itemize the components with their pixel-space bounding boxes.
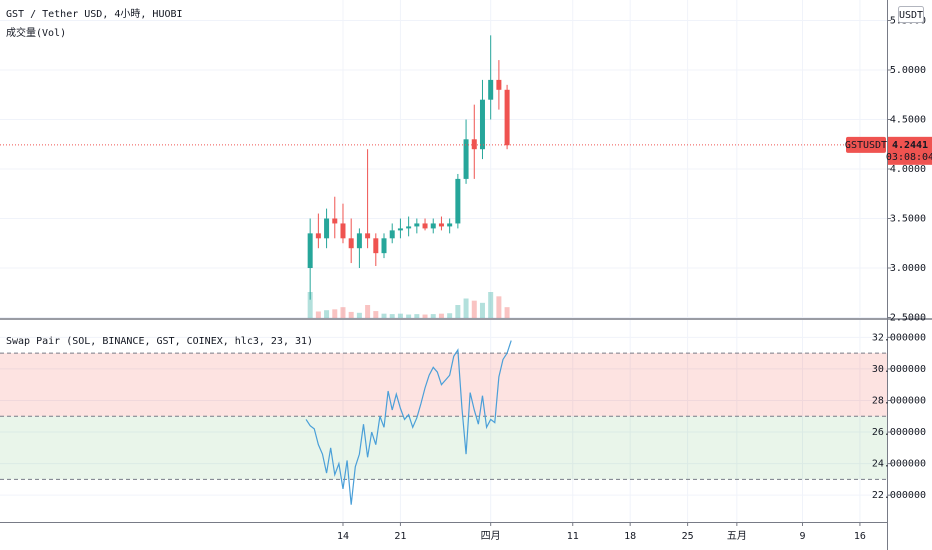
plot bbox=[0, 35, 887, 505]
volume-bar bbox=[307, 292, 313, 318]
candle-body bbox=[340, 223, 346, 239]
volume-bar bbox=[422, 314, 428, 318]
x-tick-label: 18 bbox=[624, 531, 636, 542]
volume-bar bbox=[438, 313, 444, 318]
volume-bar bbox=[332, 309, 338, 318]
x-tick-label: 25 bbox=[682, 531, 694, 542]
candle-body bbox=[332, 218, 338, 224]
candle-body bbox=[348, 238, 354, 249]
x-tick-label: 9 bbox=[799, 531, 805, 542]
y-tick-label: 32.000000 bbox=[872, 332, 926, 343]
candle-body bbox=[324, 218, 330, 239]
y-tick-label: 30.000000 bbox=[872, 364, 926, 375]
candle-body bbox=[488, 79, 494, 100]
indicator-line bbox=[305, 340, 512, 505]
y-tick-label: 4.0000 bbox=[890, 164, 926, 175]
volume-bar bbox=[430, 314, 436, 318]
y-tick-label: 24.000000 bbox=[872, 459, 926, 470]
candle-body bbox=[455, 178, 461, 224]
volume-bar bbox=[389, 314, 395, 318]
volume-bar bbox=[496, 296, 502, 318]
volume-label: 成交量(Vol) bbox=[6, 26, 66, 39]
currency-button[interactable] bbox=[898, 6, 924, 23]
y-tick-label: 4.5000 bbox=[890, 114, 926, 125]
y-tick-label: 26.000000 bbox=[872, 427, 926, 438]
last-price-label: 4.2441 bbox=[892, 140, 928, 151]
candle-body bbox=[496, 79, 502, 90]
y-tick-label: 3.5000 bbox=[890, 214, 926, 225]
x-tick-label: 21 bbox=[394, 531, 406, 542]
candle-body bbox=[307, 233, 313, 269]
band bbox=[0, 416, 887, 480]
volume-bar bbox=[365, 305, 371, 318]
x-tick-label: 16 bbox=[854, 531, 866, 542]
volume-bar bbox=[488, 292, 494, 318]
candle-body bbox=[430, 223, 436, 229]
x-tick-label: 14 bbox=[337, 531, 349, 542]
volume-bar bbox=[479, 302, 485, 318]
volume-bar bbox=[373, 311, 379, 318]
chart-title: GST / Tether USD, 4小時, HUOBI bbox=[6, 8, 183, 20]
candle-body bbox=[365, 233, 371, 239]
volume-bar bbox=[356, 312, 362, 318]
candle-body bbox=[381, 238, 387, 254]
candle-body bbox=[414, 223, 420, 227]
candle-body bbox=[406, 226, 412, 229]
volume-bar bbox=[455, 305, 461, 318]
x-tick-label: 五月 bbox=[727, 530, 747, 542]
candle-body bbox=[389, 230, 395, 239]
candle-body bbox=[463, 139, 469, 179]
volume-bar bbox=[447, 313, 453, 318]
candle-body bbox=[356, 233, 362, 249]
volume-bar bbox=[504, 307, 510, 318]
band bbox=[0, 353, 887, 417]
volume-bar bbox=[340, 307, 346, 318]
volume-bar bbox=[381, 313, 387, 318]
grid bbox=[0, 0, 887, 522]
symbol-tag bbox=[846, 136, 886, 153]
candle-body bbox=[447, 223, 453, 227]
volume-bar bbox=[397, 313, 403, 318]
candle-body bbox=[422, 223, 428, 229]
x-tick-label: 四月 bbox=[481, 530, 501, 542]
volume-bar bbox=[463, 298, 469, 318]
candle-body bbox=[373, 238, 379, 254]
x-tick-label: 11 bbox=[567, 531, 579, 542]
volume-bar bbox=[348, 311, 354, 318]
volume-bar bbox=[414, 314, 420, 318]
volume-bar bbox=[406, 314, 412, 318]
symbol-tag-label: GSTUSDT bbox=[845, 140, 887, 151]
y-tick-label: 3.0000 bbox=[890, 263, 926, 274]
indicator-title: Swap Pair (SOL, BINANCE, GST, COINEX, hl… bbox=[6, 336, 313, 347]
y-tick-label: 22.000000 bbox=[872, 490, 926, 501]
currency-button-label[interactable]: USDT bbox=[899, 10, 923, 21]
candle-body bbox=[479, 99, 485, 150]
volume-bar bbox=[324, 310, 330, 318]
y-tick-label: 2.5000 bbox=[890, 313, 926, 324]
volume-bar bbox=[315, 311, 321, 318]
candle-body bbox=[471, 139, 477, 150]
volume-bar bbox=[471, 300, 477, 318]
candle-body bbox=[438, 223, 444, 227]
y-tick-label: 28.000000 bbox=[872, 395, 926, 406]
labels: 2.50003.00003.50004.00004.50005.00005.50… bbox=[337, 15, 932, 542]
last-price-box bbox=[888, 136, 932, 165]
countdown: 03:08:04 bbox=[886, 152, 932, 163]
candle-body bbox=[504, 89, 510, 146]
candle-body bbox=[397, 228, 403, 231]
candle-body bbox=[315, 233, 321, 239]
y-tick-label: 5.0000 bbox=[890, 65, 926, 76]
